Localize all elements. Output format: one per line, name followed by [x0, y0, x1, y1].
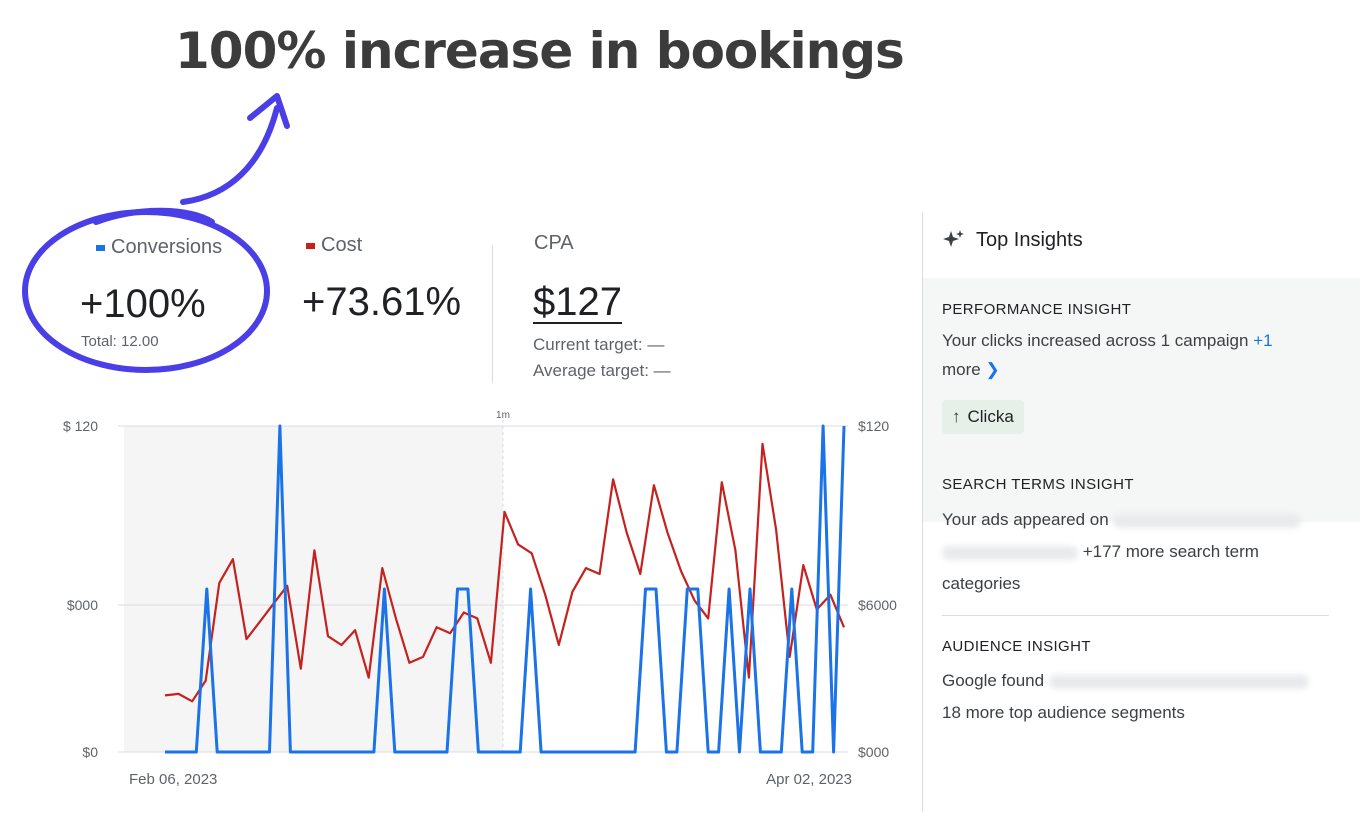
arrow-head — [247, 93, 290, 129]
audience-insight-body: Google found — [942, 671, 1045, 690]
search-terms-body: Your ads appeared on — [942, 510, 1109, 529]
sparkle-icon — [943, 230, 964, 247]
redacted-term — [1113, 513, 1302, 528]
search-terms-more[interactable]: +177 more search term — [1082, 542, 1259, 561]
left-tick-middle: $000 — [67, 597, 98, 613]
redacted-term — [942, 545, 1078, 560]
cost-value: +73.61% — [302, 280, 462, 324]
cost-label[interactable]: Cost — [306, 234, 362, 257]
conversions-label-text: Conversions — [111, 236, 223, 258]
cost-swatch — [306, 242, 315, 249]
conversions-label[interactable]: Conversions — [96, 236, 222, 259]
search-terms-text: Your ads appeared on +177 more search te… — [942, 504, 1342, 600]
conversions-value: +100% — [80, 282, 206, 326]
cost-label-text: Cost — [321, 234, 363, 256]
conversions-total: Total: 12.00 — [81, 333, 159, 350]
insights-title: Top Insights — [976, 229, 1083, 251]
insights-divider — [922, 212, 923, 812]
insights-panel: Top Insights PERFORMANCE INSIGHT Your cl… — [922, 212, 1360, 812]
cpa-label-text: CPA — [534, 232, 574, 254]
redacted-segment — [1048, 674, 1309, 689]
performance-chart[interactable]: 1m $ 120 $000 $0 $120 $6000 $000 Feb 06,… — [40, 400, 920, 810]
search-terms-tail: categories — [942, 574, 1021, 593]
right-tick-bottom: $000 — [858, 744, 889, 760]
arrow-up-icon: ↑ — [952, 407, 961, 426]
cpa-value[interactable]: $127 — [533, 280, 622, 324]
metrics-divider — [492, 245, 493, 383]
left-tick-top: $ 120 — [63, 418, 98, 434]
chevron-right-icon[interactable]: ❯ — [985, 360, 1000, 379]
performance-insight-text: Your clicks increased across 1 campaign … — [942, 326, 1342, 384]
cpa-current-target: Current target: — — [533, 335, 665, 354]
conversions-swatch — [96, 244, 105, 251]
right-tick-middle: $6000 — [858, 597, 897, 613]
series-line-cost — [164, 442, 846, 703]
right-tick-top: $120 — [858, 418, 889, 434]
x-end-label: Apr 02, 2023 — [766, 771, 852, 788]
audience-insight-tail[interactable]: 18 more top audience segments — [942, 703, 1185, 722]
performance-insight-link[interactable]: +1 — [1253, 331, 1273, 350]
audience-insight-text: Google found 18 more top audience segmen… — [942, 665, 1352, 729]
curved-arrow — [180, 105, 280, 205]
insights-separator — [942, 615, 1329, 616]
x-start-label: Feb 06, 2023 — [129, 771, 217, 788]
headline: 100% increase in bookings — [175, 22, 905, 80]
series-line-conversions — [165, 424, 846, 754]
date-marker-label: 1m — [496, 410, 510, 421]
cpa-average-target: Average target: — — [533, 361, 671, 380]
audience-insight-heading: AUDIENCE INSIGHT — [942, 638, 1091, 655]
search-terms-heading: SEARCH TERMS INSIGHT — [942, 476, 1134, 493]
clicks-chip-label: Clicka — [967, 407, 1014, 426]
highlight-circle-tail — [93, 207, 215, 225]
chart-shaded-region — [124, 426, 503, 752]
performance-insight-heading: PERFORMANCE INSIGHT — [942, 301, 1132, 318]
performance-insight-more[interactable]: more — [942, 360, 981, 379]
performance-insight-body: Your clicks increased across 1 campaign — [942, 331, 1249, 350]
clicks-chip[interactable]: ↑ Clicka — [942, 400, 1024, 434]
left-tick-bottom: $0 — [82, 744, 98, 760]
cpa-label: CPA — [534, 232, 574, 255]
